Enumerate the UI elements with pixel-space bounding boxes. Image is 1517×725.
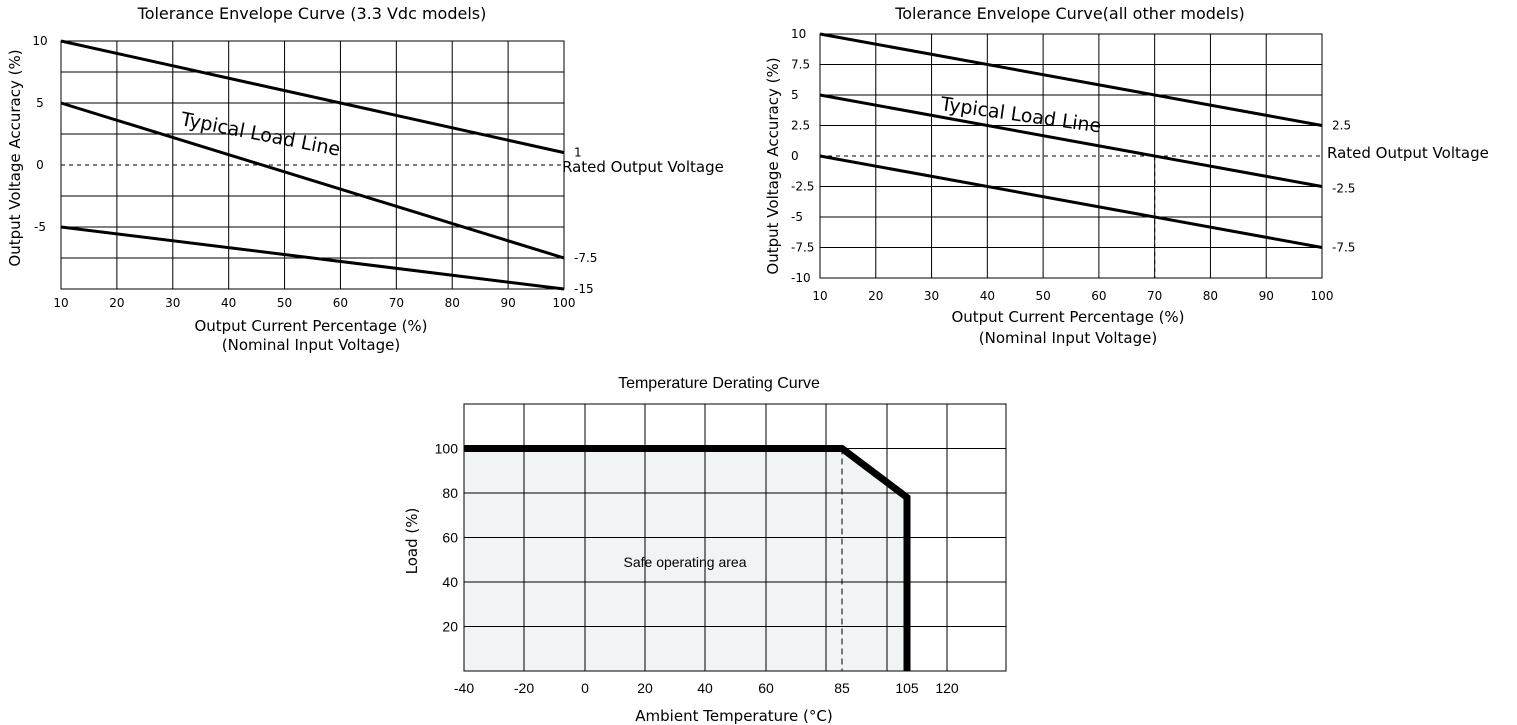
- chart-3-x-tick: -40: [454, 680, 474, 696]
- chart-1-right-label: 1: [574, 146, 582, 160]
- chart-2-series-line: [819, 32, 1323, 127]
- chart-2-right-label: 2.5: [1332, 119, 1351, 133]
- chart-3-x-ticks: -40 -20 0 20 40 60 85 105 120: [454, 680, 959, 696]
- chart-1-right-label: -15: [574, 282, 594, 296]
- chart-3-x-tick: 60: [758, 680, 774, 696]
- chart-1-y-tick: 5: [36, 96, 44, 110]
- chart-2-series: [819, 32, 1323, 249]
- chart-1-right-label: -7.5: [574, 251, 597, 265]
- chart-1-y-tick: -5: [34, 220, 46, 234]
- chart-2-y-tick: -2.5: [791, 180, 814, 194]
- chart-3-x-tick: -20: [514, 680, 534, 696]
- chart-3-derating-line: [464, 445, 911, 671]
- chart-2-y-tick: 0: [791, 149, 799, 163]
- chart-3-y-tick: 40: [442, 574, 458, 590]
- chart-3-x-tick: 20: [637, 680, 653, 696]
- chart-3-y-tick: 60: [442, 530, 458, 546]
- chart-1-x-label: Output Current Percentage (%): [194, 317, 427, 335]
- chart-1-y-label: Output Voltage Accuracy (%): [6, 49, 24, 266]
- chart-2-x-tick: 60: [1091, 289, 1106, 303]
- chart-3-y-tick: 20: [442, 619, 458, 635]
- chart-2-x-ticks: 10 20 30 40 50 60 70 80 90 100: [812, 289, 1333, 303]
- chart-1-x-label-sub: (Nominal Input Voltage): [222, 336, 400, 354]
- chart-2-y-tick: 7.5: [791, 58, 810, 72]
- chart-1-series-line: [60, 39, 565, 155]
- chart-2-y-tick: 2.5: [791, 119, 810, 133]
- chart-3-x-tick: 105: [895, 680, 919, 696]
- chart-2-y-tick: -7.5: [791, 241, 814, 255]
- chart-3: Temperature Derating Curve -40 -20 0 20 40 60…: [403, 375, 1007, 725]
- chart-3-series: [464, 445, 911, 671]
- chart-2-series-line: [819, 93, 1323, 188]
- chart-2: Tolerance Envelope Curve(all other model…: [764, 4, 1489, 347]
- chart-1-x-tick: 20: [109, 296, 124, 310]
- chart-2-y-tick: -10: [791, 271, 811, 285]
- chart-1-y-ticks: 10 5 0 -5: [32, 34, 47, 234]
- chart-1-x-tick: 10: [53, 296, 68, 310]
- chart-2-title: Tolerance Envelope Curve(all other model…: [894, 4, 1245, 23]
- chart-1-y-tick: 10: [32, 34, 47, 48]
- chart-1: Tolerance Envelope Curve (3.3 Vdc models…: [6, 4, 724, 354]
- chart-1-title: Tolerance Envelope Curve (3.3 Vdc models…: [137, 4, 487, 23]
- chart-3-y-tick: 80: [442, 485, 458, 501]
- chart-3-x-tick: 85: [834, 680, 850, 696]
- chart-3-y-tick: 100: [435, 441, 459, 457]
- chart-2-y-label: Output Voltage Accuracy (%): [764, 57, 782, 274]
- chart-2-y-ticks: 10 7.5 5 2.5 0 -2.5 -5 -7.5 -10: [791, 27, 814, 285]
- chart-2-x-tick: 40: [980, 289, 995, 303]
- chart-3-safe-area: [464, 448, 907, 671]
- chart-1-x-ticks: 10 20 30 40 50 60 70 80 90 100: [53, 296, 575, 310]
- chart-1-x-tick: 40: [221, 296, 236, 310]
- chart-3-fill: [464, 448, 907, 671]
- chart-2-x-tick: 50: [1035, 289, 1050, 303]
- chart-1-series-line: [60, 101, 565, 260]
- chart-2-reference-label: Rated Output Voltage: [1327, 144, 1489, 162]
- chart-3-y-ticks: 20 40 60 80 100: [435, 441, 459, 635]
- chart-2-y-tick: 5: [791, 88, 799, 102]
- chart-3-x-label: Ambient Temperature (°C): [635, 707, 832, 725]
- chart-3-x-tick: 120: [935, 680, 959, 696]
- chart-2-x-tick: 20: [868, 289, 883, 303]
- chart-2-x-tick: 80: [1203, 289, 1218, 303]
- chart-2-x-tick: 10: [812, 289, 827, 303]
- chart-2-x-tick: 70: [1147, 289, 1162, 303]
- chart-1-x-tick: 30: [165, 296, 180, 310]
- chart-2-series-line: [819, 154, 1323, 249]
- chart-1-reference-label: Rated Output Voltage: [562, 158, 724, 176]
- chart-1-annotation: Typical Load Line: [178, 108, 342, 161]
- chart-1-right-labels: 1 -7.5 -15: [574, 146, 597, 296]
- chart-2-x-label-sub: (Nominal Input Voltage): [979, 329, 1157, 347]
- chart-2-x-tick: 30: [924, 289, 939, 303]
- chart-1-x-tick: 60: [333, 296, 348, 310]
- chart-2-x-label: Output Current Percentage (%): [951, 308, 1184, 326]
- chart-3-x-tick: 40: [697, 680, 713, 696]
- chart-2-right-labels: 2.5 -2.5 -7.5: [1332, 119, 1355, 255]
- chart-2-x-tick: 90: [1259, 289, 1274, 303]
- chart-3-y-label: Load (%): [403, 508, 421, 575]
- chart-2-right-label: -7.5: [1332, 241, 1355, 255]
- chart-1-y-tick: 0: [36, 158, 44, 172]
- chart-2-right-label: -2.5: [1332, 182, 1355, 196]
- chart-3-area-label: Safe operating area: [624, 554, 747, 570]
- chart-3-x-tick: 0: [581, 680, 589, 696]
- chart-1-grid: [60, 40, 565, 290]
- chart-2-y-tick: 10: [791, 27, 806, 41]
- chart-1-series-line: [60, 225, 565, 291]
- chart-1-x-tick: 100: [553, 296, 576, 310]
- chart-2-grid: [819, 33, 1323, 279]
- chart-1-x-tick: 70: [389, 296, 404, 310]
- chart-1-x-tick: 80: [445, 296, 460, 310]
- chart-3-title: Temperature Derating Curve: [618, 375, 820, 392]
- chart-1-x-tick: 50: [277, 296, 292, 310]
- chart-1-series: [60, 39, 565, 291]
- chart-2-x-tick: 100: [1311, 289, 1334, 303]
- chart-1-x-tick: 90: [500, 296, 515, 310]
- chart-2-y-tick: -5: [791, 210, 803, 224]
